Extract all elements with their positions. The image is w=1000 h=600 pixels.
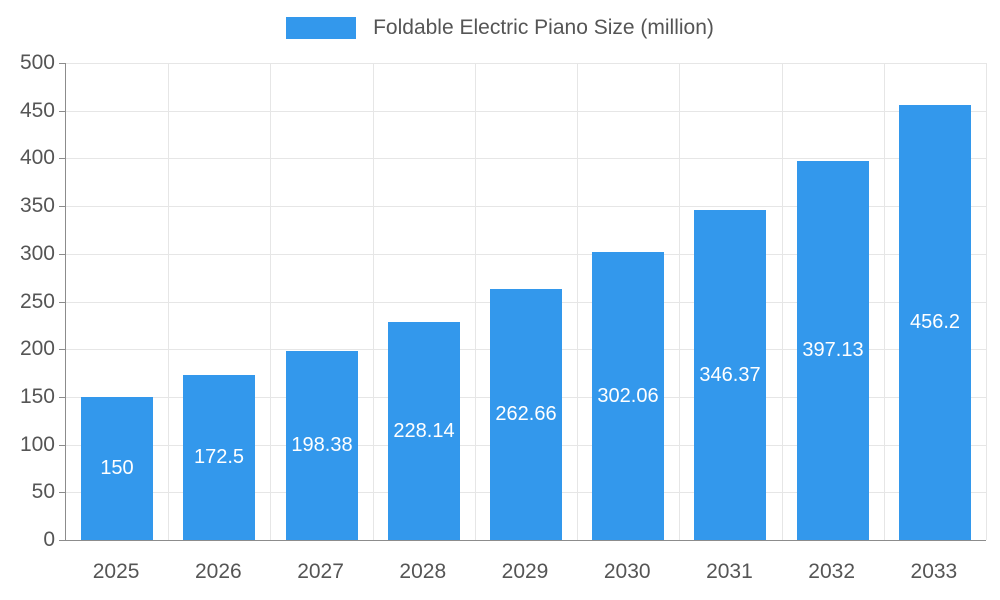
bar-value-label: 302.06 xyxy=(597,384,659,407)
gridline-horizontal xyxy=(66,63,986,64)
bar-2031: 346.37 xyxy=(694,210,766,540)
x-tick-label: 2032 xyxy=(808,560,856,583)
x-tick-label: 2033 xyxy=(910,560,958,583)
bar-value-label: 198.38 xyxy=(291,434,353,456)
gridline-horizontal xyxy=(66,206,986,208)
x-tick-label: 2026 xyxy=(194,560,242,583)
y-axis-tick xyxy=(59,349,65,351)
x-tick-label: 2027 xyxy=(297,560,344,583)
legend-swatch xyxy=(286,17,357,39)
y-tick-label: 300 xyxy=(19,241,55,265)
bar-2030: 302.06 xyxy=(592,252,664,540)
bar-2033: 456.2 xyxy=(899,105,971,540)
y-tick-label: 500 xyxy=(19,51,55,74)
gridline-horizontal xyxy=(66,110,986,112)
bar-value-label: 228.14 xyxy=(393,419,455,442)
y-axis-tick xyxy=(59,110,65,112)
y-axis-tick xyxy=(59,444,65,446)
bar-2026: 172.5 xyxy=(183,375,255,540)
gridline-vertical xyxy=(884,63,885,540)
y-axis-tick xyxy=(59,396,65,398)
x-tick-label: 2028 xyxy=(399,560,447,583)
bar-value-label: 346.37 xyxy=(699,363,761,386)
gridline-vertical xyxy=(986,63,987,540)
bar-2028: 228.14 xyxy=(388,322,460,540)
x-tick-label: 2029 xyxy=(501,560,549,583)
y-axis-tick xyxy=(59,301,65,303)
bar-value-label: 172.5 xyxy=(193,446,245,468)
y-axis-tick xyxy=(59,540,65,541)
y-tick-label: 400 xyxy=(19,146,55,170)
y-axis-tick xyxy=(59,158,65,160)
gridline-vertical xyxy=(168,63,169,540)
x-tick-label: 2030 xyxy=(603,560,651,583)
gridline-vertical xyxy=(270,63,271,540)
gridline-vertical xyxy=(373,63,374,540)
y-tick-label: 150 xyxy=(19,384,55,408)
bar-2025: 150 xyxy=(81,397,153,540)
y-axis-tick xyxy=(59,63,65,64)
legend-title: Foldable Electric Piano Size (million) xyxy=(373,16,714,39)
y-tick-label: 0 xyxy=(43,528,55,551)
y-axis-tick xyxy=(59,253,65,255)
y-tick-label: 350 xyxy=(19,194,55,218)
y-axis-tick xyxy=(59,492,65,494)
bar-value-label: 262.66 xyxy=(495,403,557,425)
x-tick-label: 2031 xyxy=(706,560,753,583)
y-tick-label: 50 xyxy=(31,480,55,504)
y-axis-tick xyxy=(59,206,65,208)
bar-2029: 262.66 xyxy=(490,289,562,540)
bar-value-label: 456.2 xyxy=(909,311,961,333)
gridline-vertical xyxy=(782,63,783,540)
y-tick-label: 450 xyxy=(19,98,55,122)
y-tick-label: 250 xyxy=(19,289,55,313)
bar-value-label: 397.13 xyxy=(802,339,864,361)
y-tick-label: 200 xyxy=(19,337,55,361)
gridline-vertical xyxy=(577,63,578,540)
bar-2032: 397.13 xyxy=(797,161,869,540)
bar-2027: 198.38 xyxy=(286,351,358,540)
x-tick-label: 2025 xyxy=(92,560,140,583)
plot-area: 150 172.5 198.38 228.14 262.66 302.06 346.37 39… xyxy=(65,63,987,541)
gridline-horizontal xyxy=(66,253,986,255)
gridline-vertical xyxy=(679,63,680,540)
gridline-vertical xyxy=(475,63,476,540)
bar-value-label: 150 xyxy=(100,457,134,479)
y-tick-label: 100 xyxy=(19,432,55,456)
gridline-horizontal xyxy=(66,158,986,160)
legend[interactable]: Foldable Electric Piano Size (million) xyxy=(0,16,1000,40)
